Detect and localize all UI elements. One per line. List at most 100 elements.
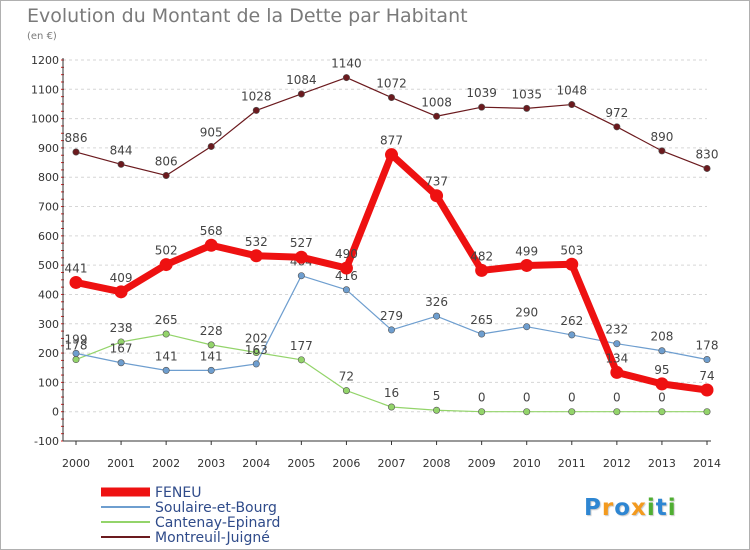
series-soulaire-et-bourg: 1991671411411634644162793262652902622322… [65,255,718,374]
y-tick-label: 400 [38,288,59,301]
data-point [655,377,669,391]
data-point [204,238,218,252]
data-label: 441 [65,261,88,275]
data-label: 0 [523,391,531,405]
data-point [159,258,173,272]
data-point [565,257,579,271]
data-label: 238 [110,321,133,335]
y-tick-label: 800 [38,171,59,184]
x-tick-label: 2010 [513,457,541,470]
chart-subtitle: (en €) [27,31,57,42]
data-point [162,366,170,374]
data-label: 74 [699,369,714,383]
data-point [297,356,305,364]
x-tick-label: 2004 [242,457,270,470]
y-tick-label: 200 [38,347,59,360]
data-point [568,331,576,339]
legend-label: Soulaire-et-Bourg [155,500,277,516]
data-label: 199 [65,332,88,346]
data-label: 1048 [557,84,588,98]
chart-title: Evolution du Montant de la Dette par Hab… [27,5,468,27]
data-label: 527 [290,236,313,250]
x-tick-label: 2006 [332,457,360,470]
data-point [72,349,80,357]
data-label: 499 [515,244,538,258]
data-point [252,348,260,356]
data-label: 141 [200,349,223,363]
data-point [387,326,395,334]
data-label: 228 [200,324,223,338]
y-tick-label: 1100 [31,83,59,96]
logo-letter: i [646,495,656,521]
x-tick-label: 2008 [423,457,451,470]
data-label: 0 [478,391,486,405]
data-point [342,387,350,395]
x-tick-label: 2011 [558,457,586,470]
data-label: 265 [470,313,493,327]
logo-letter: i [667,495,677,521]
data-label: 409 [110,271,133,285]
y-tick-label: -100 [34,435,59,448]
data-point [385,148,398,162]
data-point [387,403,395,411]
data-point [523,104,531,112]
data-label: 141 [155,349,178,363]
data-point [478,103,486,111]
data-label: 1035 [511,87,542,101]
data-label: 5 [433,389,441,403]
data-label: 265 [155,313,178,327]
data-label: 178 [65,339,88,353]
data-point [207,341,215,349]
y-tick-label: 1200 [31,54,59,67]
data-label: 72 [339,370,354,384]
y-tick-label: 700 [38,201,59,214]
data-point [703,164,711,172]
data-label: 16 [384,386,399,400]
data-point [387,94,395,102]
data-point [433,312,441,320]
logo-letter: t [655,495,668,521]
data-point [613,123,621,131]
x-tick-label: 2014 [693,457,721,470]
data-label: 1039 [466,86,497,100]
data-label: 877 [380,134,403,148]
data-point [294,250,308,264]
data-point [613,340,621,348]
data-point [568,101,576,109]
data-label: 972 [605,106,628,120]
data-label: 1028 [241,89,272,103]
data-point [342,286,350,294]
data-point [249,249,263,263]
x-tick-label: 2013 [648,457,676,470]
data-label: 1008 [421,95,452,109]
data-label: 502 [155,244,178,258]
data-point [523,323,531,331]
data-point [433,406,441,414]
data-label: 1084 [286,73,317,87]
data-point [162,171,170,179]
data-point [72,148,80,156]
legend-label: Cantenay-Epinard [155,515,280,531]
data-label: 503 [560,243,583,257]
data-point [207,142,215,150]
data-point [252,360,260,368]
data-point [703,408,711,416]
data-point [117,338,125,346]
data-label: 232 [605,323,628,337]
data-point [568,408,576,416]
data-point [297,272,305,280]
x-tick-label: 2005 [287,457,315,470]
y-tick-label: 100 [38,376,59,389]
legend-label: Montreuil-Juigné [155,530,270,546]
data-label: 886 [65,131,88,145]
x-tick-label: 2000 [62,457,90,470]
data-point [610,365,624,379]
data-point [613,408,621,416]
data-label: 490 [335,247,358,261]
data-label: 1072 [376,77,407,91]
data-label: 905 [200,125,223,139]
series-montreuil-juign-: 886 844 806 905 1028 1084 1140 1072 1008 1039 1035… [65,57,718,179]
logo-letter: P [584,495,602,521]
